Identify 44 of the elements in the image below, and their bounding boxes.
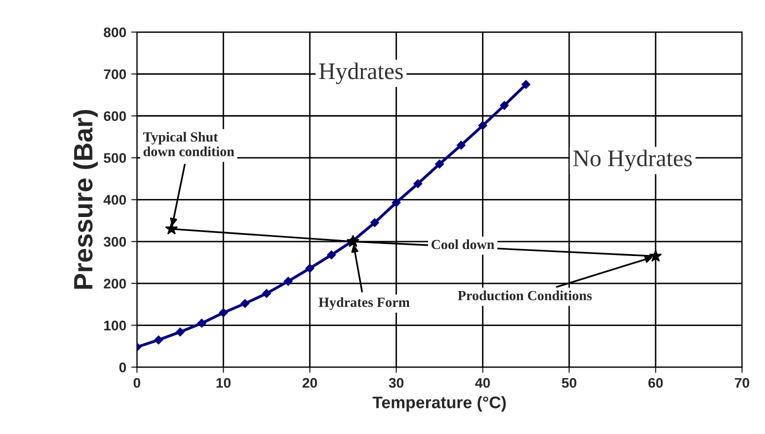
- point: [176, 328, 185, 336]
- point: [218, 308, 228, 318]
- annotation: Production Conditions: [458, 290, 592, 300]
- point: [456, 140, 466, 150]
- point: [305, 264, 314, 273]
- point: [435, 160, 444, 168]
- point: [500, 100, 509, 110]
- y-tick-label: 100: [104, 320, 126, 330]
- point: [326, 250, 336, 260]
- annotation: Cool down: [432, 239, 494, 250]
- point: [370, 218, 380, 228]
- y-tick-label: 300: [104, 236, 126, 247]
- x-tick-label: 0: [134, 378, 140, 388]
- point: [413, 179, 422, 188]
- point: [262, 289, 272, 298]
- point: [392, 198, 401, 208]
- x-tick-label: 30: [388, 378, 404, 388]
- point: [154, 335, 163, 344]
- x-axis-title: Temperature (°C): [372, 396, 506, 412]
- point: [521, 80, 530, 89]
- y-tick-label: 600: [104, 111, 126, 122]
- point: [284, 276, 293, 286]
- x-tick-label: 10: [216, 378, 231, 388]
- x-tick-label: 20: [302, 378, 317, 388]
- y-axis-title: Pressure (Bar): [73, 110, 98, 289]
- y-tick-label: 400: [104, 194, 126, 205]
- x-tick-label: 70: [734, 378, 750, 388]
- annotation: Typical Shut down condition: [143, 132, 234, 156]
- point: [165, 222, 178, 235]
- y-tick-label: 700: [104, 69, 126, 80]
- point: [197, 318, 206, 328]
- x-tick-label: 50: [562, 378, 576, 388]
- annotation: Hydrates Form: [318, 297, 410, 310]
- point: [649, 249, 662, 262]
- y-tick-label: 500: [104, 153, 126, 163]
- y-tick-label: 0: [119, 362, 126, 372]
- x-tick-label: 60: [648, 378, 663, 388]
- y-tick-label: 800: [104, 27, 126, 38]
- y-tick-label: 200: [104, 278, 126, 289]
- annotation: Hydrates: [319, 62, 403, 84]
- x-tick-label: 40: [475, 378, 490, 388]
- annotation: No Hydrates: [573, 150, 692, 172]
- point: [478, 121, 488, 130]
- point: [240, 299, 250, 308]
